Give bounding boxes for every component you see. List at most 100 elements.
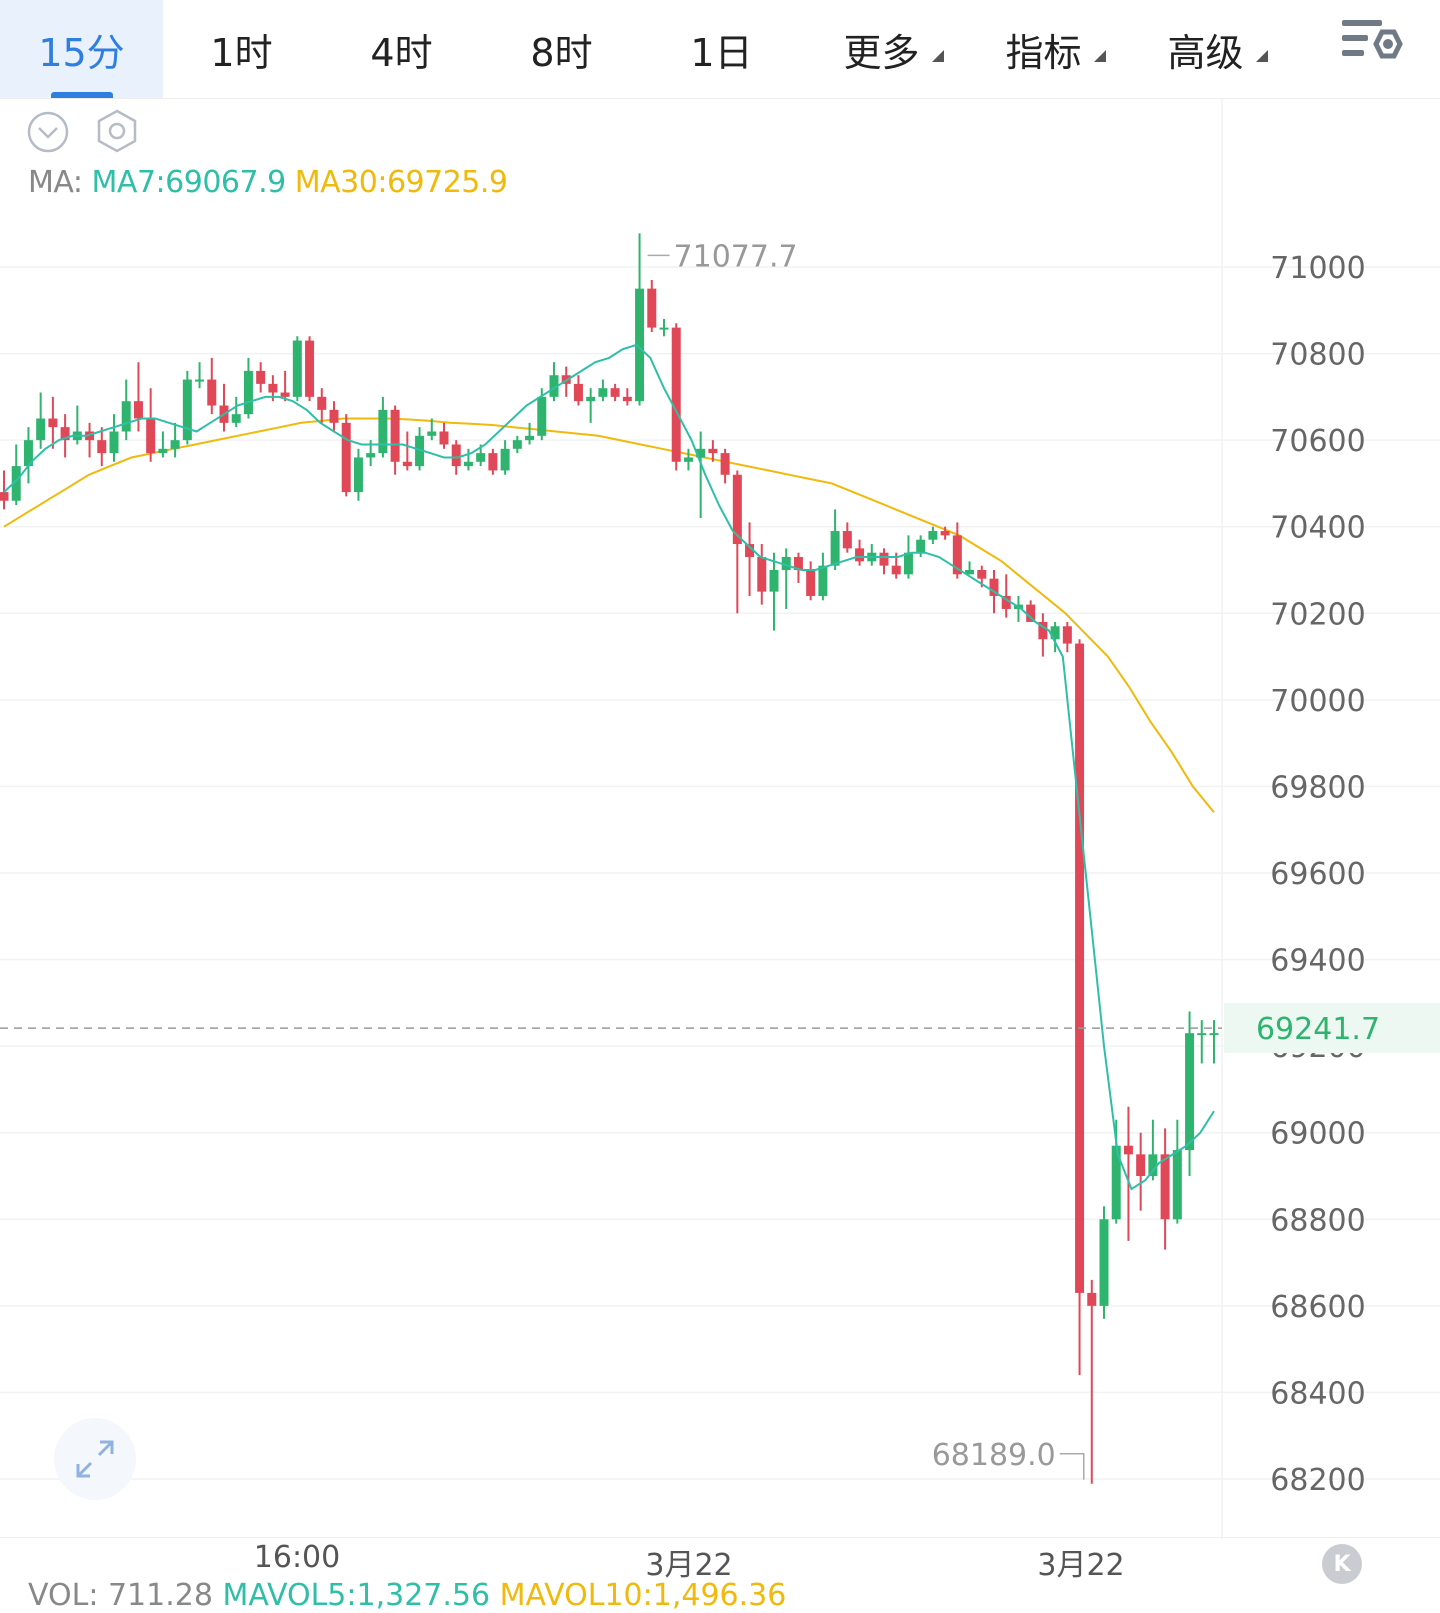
x-tick-label: 16:00	[253, 1540, 341, 1575]
candle	[305, 336, 315, 402]
y-tick-label: 68800	[1270, 1203, 1365, 1238]
indicator-settings-button[interactable]	[94, 108, 140, 158]
candle	[1197, 1020, 1207, 1064]
candle	[353, 448, 363, 501]
back-to-latest-icon: K	[1333, 1551, 1351, 1577]
candle	[512, 435, 522, 454]
tab-label: 8时	[530, 30, 593, 75]
candle	[622, 388, 632, 406]
candle	[757, 544, 767, 605]
y-tick-label: 69600	[1270, 857, 1365, 892]
candle	[745, 522, 755, 596]
candle	[97, 427, 107, 467]
candle	[610, 383, 620, 402]
y-tick-label: 70600	[1270, 424, 1365, 459]
chart-settings-icon	[1342, 20, 1403, 59]
tab-label: 高级	[1167, 30, 1244, 75]
candle	[121, 379, 131, 441]
tab-indicators[interactable]: 指标	[962, 0, 1125, 98]
tab-15min[interactable]: 15分	[0, 0, 163, 98]
candle	[965, 561, 975, 575]
candle	[940, 526, 950, 540]
candle	[170, 422, 180, 458]
candle	[793, 552, 803, 583]
candle	[463, 448, 473, 471]
current-price-label: 69241.7	[1256, 1012, 1380, 1047]
tab-label: 1时	[210, 30, 273, 75]
tab-4h[interactable]: 4时	[320, 0, 483, 98]
y-tick-label: 70800	[1270, 338, 1365, 373]
candle	[1160, 1128, 1170, 1250]
candle	[109, 414, 119, 462]
candle	[1001, 574, 1011, 618]
fullscreen-button[interactable]	[54, 1418, 136, 1500]
candle	[903, 535, 913, 579]
candle	[329, 401, 339, 432]
ma-legend: MA: MA7:69067.9 MA30:69725.9	[28, 165, 508, 200]
hexagon-gear-icon	[97, 109, 137, 153]
y-tick-label: 70400	[1270, 511, 1365, 546]
candle	[146, 388, 156, 462]
high-price-marker: 71077.7	[674, 239, 798, 274]
timeframe-tab-bar: 15分 1时 4时 8时 1日 更多 指标 高级	[0, 0, 1440, 99]
dropdown-triangle-icon	[1256, 50, 1268, 62]
candle	[60, 414, 70, 458]
candle	[696, 431, 706, 519]
tab-1d[interactable]: 1日	[640, 0, 803, 98]
back-to-latest-button[interactable]: K	[1322, 1544, 1362, 1584]
tab-label: 指标	[1005, 30, 1082, 75]
candle	[341, 414, 351, 497]
candle	[818, 552, 828, 601]
tab-advanced[interactable]: 高级	[1124, 0, 1287, 98]
chart-canvas: 71000 70800 70600 70400 70200 70000 69800 69600…	[0, 99, 1440, 1539]
candle	[231, 396, 241, 428]
x-tick-label: 3月22	[1037, 1548, 1125, 1583]
candle	[769, 552, 779, 631]
chart-settings-button[interactable]	[1340, 16, 1406, 78]
candle	[1123, 1106, 1133, 1241]
candle	[256, 362, 266, 393]
active-tab-indicator	[50, 92, 113, 98]
candle	[683, 448, 693, 471]
candle	[720, 448, 730, 484]
candle	[879, 548, 889, 575]
ma30-line	[3, 417, 1215, 814]
candle	[292, 336, 302, 402]
candle	[500, 440, 510, 475]
low-price-marker: 68189.0	[932, 1438, 1056, 1473]
candle	[1038, 613, 1048, 657]
candle	[708, 440, 718, 462]
candle	[781, 548, 791, 609]
candle	[647, 279, 657, 332]
candle	[1062, 621, 1072, 653]
tab-8h[interactable]: 8时	[480, 0, 643, 98]
y-tick-label: 68200	[1270, 1463, 1365, 1498]
candlestick-chart[interactable]: 71000 70800 70600 70400 70200 70000 69800 69600…	[0, 99, 1440, 1539]
candle	[1087, 1279, 1097, 1484]
dropdown-triangle-icon	[1094, 50, 1106, 62]
collapse-legend-button[interactable]	[26, 110, 70, 158]
y-tick-label: 69400	[1270, 944, 1365, 979]
chevron-down-circle-icon	[27, 111, 69, 153]
y-tick-label: 69800	[1270, 770, 1365, 805]
dropdown-triangle-icon	[932, 50, 944, 62]
candle	[549, 362, 559, 402]
candle	[659, 318, 669, 337]
expand-arrows-icon	[76, 1440, 114, 1478]
candle	[928, 526, 938, 545]
tab-1h[interactable]: 1时	[160, 0, 323, 98]
candle	[598, 379, 608, 402]
candle	[1075, 639, 1085, 1376]
candle	[830, 509, 840, 570]
tab-more[interactable]: 更多	[800, 0, 963, 98]
candle	[402, 431, 412, 471]
tab-label: 15分	[38, 30, 125, 75]
candle	[573, 375, 583, 406]
candle	[11, 444, 21, 506]
candle	[390, 405, 400, 475]
candle	[0, 470, 9, 510]
candle	[182, 370, 192, 445]
candle	[378, 396, 388, 458]
ma7-value: MA7:69067.9	[91, 165, 287, 200]
current-price-badge	[1224, 1003, 1440, 1054]
